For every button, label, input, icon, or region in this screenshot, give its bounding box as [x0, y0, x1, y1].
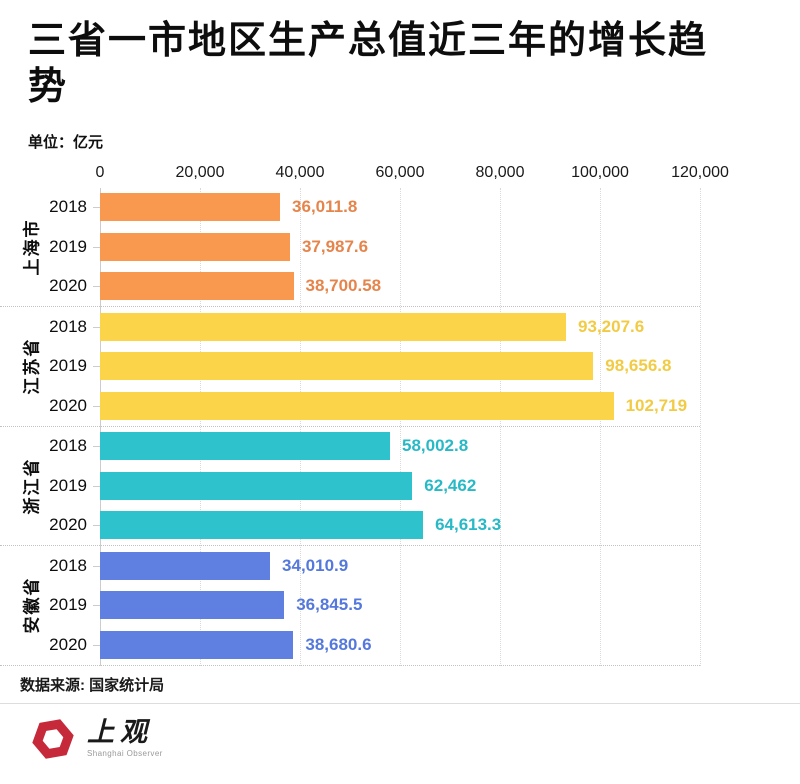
- year-label: 2018: [49, 316, 87, 336]
- value-bar: [100, 193, 281, 222]
- x-axis-tick: 20,000: [175, 163, 225, 181]
- bar-row: 2020 64,613.3: [0, 506, 700, 546]
- bar-row: 2018 36,011.8: [0, 188, 700, 228]
- bar-area: 98,656.8: [93, 352, 700, 381]
- bar-area: 36,011.8: [93, 193, 700, 222]
- province-group: 上海市 2018 36,011.8 2019 37,987.6 2020 38,700.58: [0, 188, 700, 308]
- value-label: 37,987.6: [301, 236, 369, 256]
- bar-row: 2019 98,656.8: [0, 347, 700, 387]
- value-label: 38,680.6: [305, 634, 372, 654]
- value-bar: [100, 352, 594, 381]
- vertical-gridline: [300, 187, 301, 666]
- value-bar: [100, 630, 294, 659]
- value-label: 36,011.8: [292, 197, 358, 217]
- year-label: 2020: [49, 276, 87, 296]
- bar-row: 2018 93,207.6: [0, 307, 700, 347]
- bar-row: 2019 36,845.5: [0, 586, 700, 626]
- data-source: 数据来源: 国家统计局: [20, 676, 165, 694]
- bar-groups: 上海市 2018 36,011.8 2019 37,987.6 2020 38,700.58…: [0, 188, 700, 666]
- province-group: 安徽省 2018 34,010.9 2019 36,845.5 2020 38,680.6: [0, 546, 700, 666]
- value-label: 93,207.6: [578, 316, 645, 336]
- value-label: 98,656.8: [605, 356, 672, 376]
- value-label: 64,613.3: [435, 515, 502, 535]
- value-bar: [100, 312, 567, 341]
- province-group: 江苏省 2018 93,207.6 2019 98,656.8 2020 102,719: [0, 307, 700, 427]
- logo-text: 上观 Shanghai Observer: [87, 719, 163, 758]
- value-bar: [100, 272, 294, 301]
- bar-area: 58,002.8: [93, 432, 700, 461]
- bar-area: 34,010.9: [93, 551, 700, 580]
- value-label: 102,719: [625, 395, 688, 415]
- year-label: 2018: [49, 555, 87, 575]
- chart-title: 三省一市地区生产总值近三年的增长趋势: [28, 20, 709, 109]
- year-label: 2019: [49, 356, 87, 376]
- year-label: 2020: [49, 634, 87, 654]
- bar-area: 38,700.58: [93, 272, 700, 301]
- x-axis-tick: 40,000: [275, 163, 325, 181]
- year-label: 2019: [49, 475, 87, 495]
- bar-chart: 0 20,000 40,000 60,000 80,000 100,000 120,000 …: [0, 163, 729, 666]
- bar-row: 2020 102,719: [0, 386, 700, 426]
- year-label: 2020: [49, 515, 87, 535]
- value-bar: [100, 471, 413, 500]
- plot-area: 上海市 2018 36,011.8 2019 37,987.6 2020 38,700.58…: [0, 187, 701, 666]
- vertical-gridline: [200, 187, 201, 666]
- bar-area: 64,613.3: [93, 511, 700, 540]
- bar-area: 62,462: [93, 471, 700, 500]
- publisher-logo: 上观 Shanghai Observer: [30, 716, 800, 762]
- gdp-infographic: 三省一市地区生产总值近三年的增长趋势 单位：亿元 0 20,000 40,000 60…: [0, 18, 800, 762]
- bar-row: 2018 58,002.8: [0, 427, 700, 467]
- value-bar: [100, 511, 424, 540]
- bar-area: 38,680.6: [93, 630, 700, 659]
- value-label: 36,845.5: [296, 595, 363, 615]
- x-axis-tick: 100,000: [571, 163, 629, 181]
- footer-divider: [0, 702, 800, 704]
- vertical-gridline: [400, 187, 401, 666]
- value-bar: [100, 232, 290, 261]
- logo-text-en: Shanghai Observer: [87, 749, 163, 759]
- value-bar: [100, 432, 390, 461]
- vertical-gridline: [700, 187, 701, 666]
- province-group: 浙江省 2018 58,002.8 2019 62,462 2020 64,613.3: [0, 427, 700, 547]
- value-bar: [100, 591, 285, 620]
- logo-text-cn: 上观: [87, 717, 153, 749]
- bar-row: 2020 38,680.6: [0, 625, 700, 665]
- bar-row: 2018 34,010.9: [0, 546, 700, 586]
- x-axis-tick: 80,000: [475, 163, 525, 181]
- year-label: 2018: [49, 436, 87, 456]
- year-label: 2018: [49, 197, 87, 217]
- bar-area: 93,207.6: [93, 312, 700, 341]
- bar-area: 37,987.6: [93, 232, 700, 261]
- value-label: 62,462: [424, 475, 477, 495]
- x-axis-tick: 120,000: [671, 163, 729, 181]
- value-bar: [100, 551, 271, 580]
- bar-area: 102,719: [93, 391, 700, 420]
- value-label: 58,002.8: [402, 436, 469, 456]
- vertical-gridline: [500, 187, 501, 666]
- bar-area: 36,845.5: [93, 591, 700, 620]
- x-axis: 0 20,000 40,000 60,000 80,000 100,000 120,000: [0, 163, 729, 188]
- x-axis-tick: 60,000: [375, 163, 425, 181]
- hexagon-logo-icon: [32, 719, 74, 759]
- value-label: 38,700.58: [305, 276, 382, 296]
- year-label: 2020: [49, 395, 87, 415]
- bar-row: 2020 38,700.58: [0, 267, 700, 307]
- year-label: 2019: [49, 236, 87, 256]
- bar-row: 2019 37,987.6: [0, 227, 700, 267]
- y-axis-line: [100, 187, 101, 666]
- year-label: 2019: [49, 595, 87, 615]
- bar-row: 2019 62,462: [0, 466, 700, 506]
- unit-label: 单位：亿元: [28, 133, 104, 151]
- x-axis-tick: 0: [95, 163, 105, 181]
- value-label: 34,010.9: [282, 555, 349, 575]
- value-bar: [100, 391, 614, 420]
- vertical-gridline: [600, 187, 601, 666]
